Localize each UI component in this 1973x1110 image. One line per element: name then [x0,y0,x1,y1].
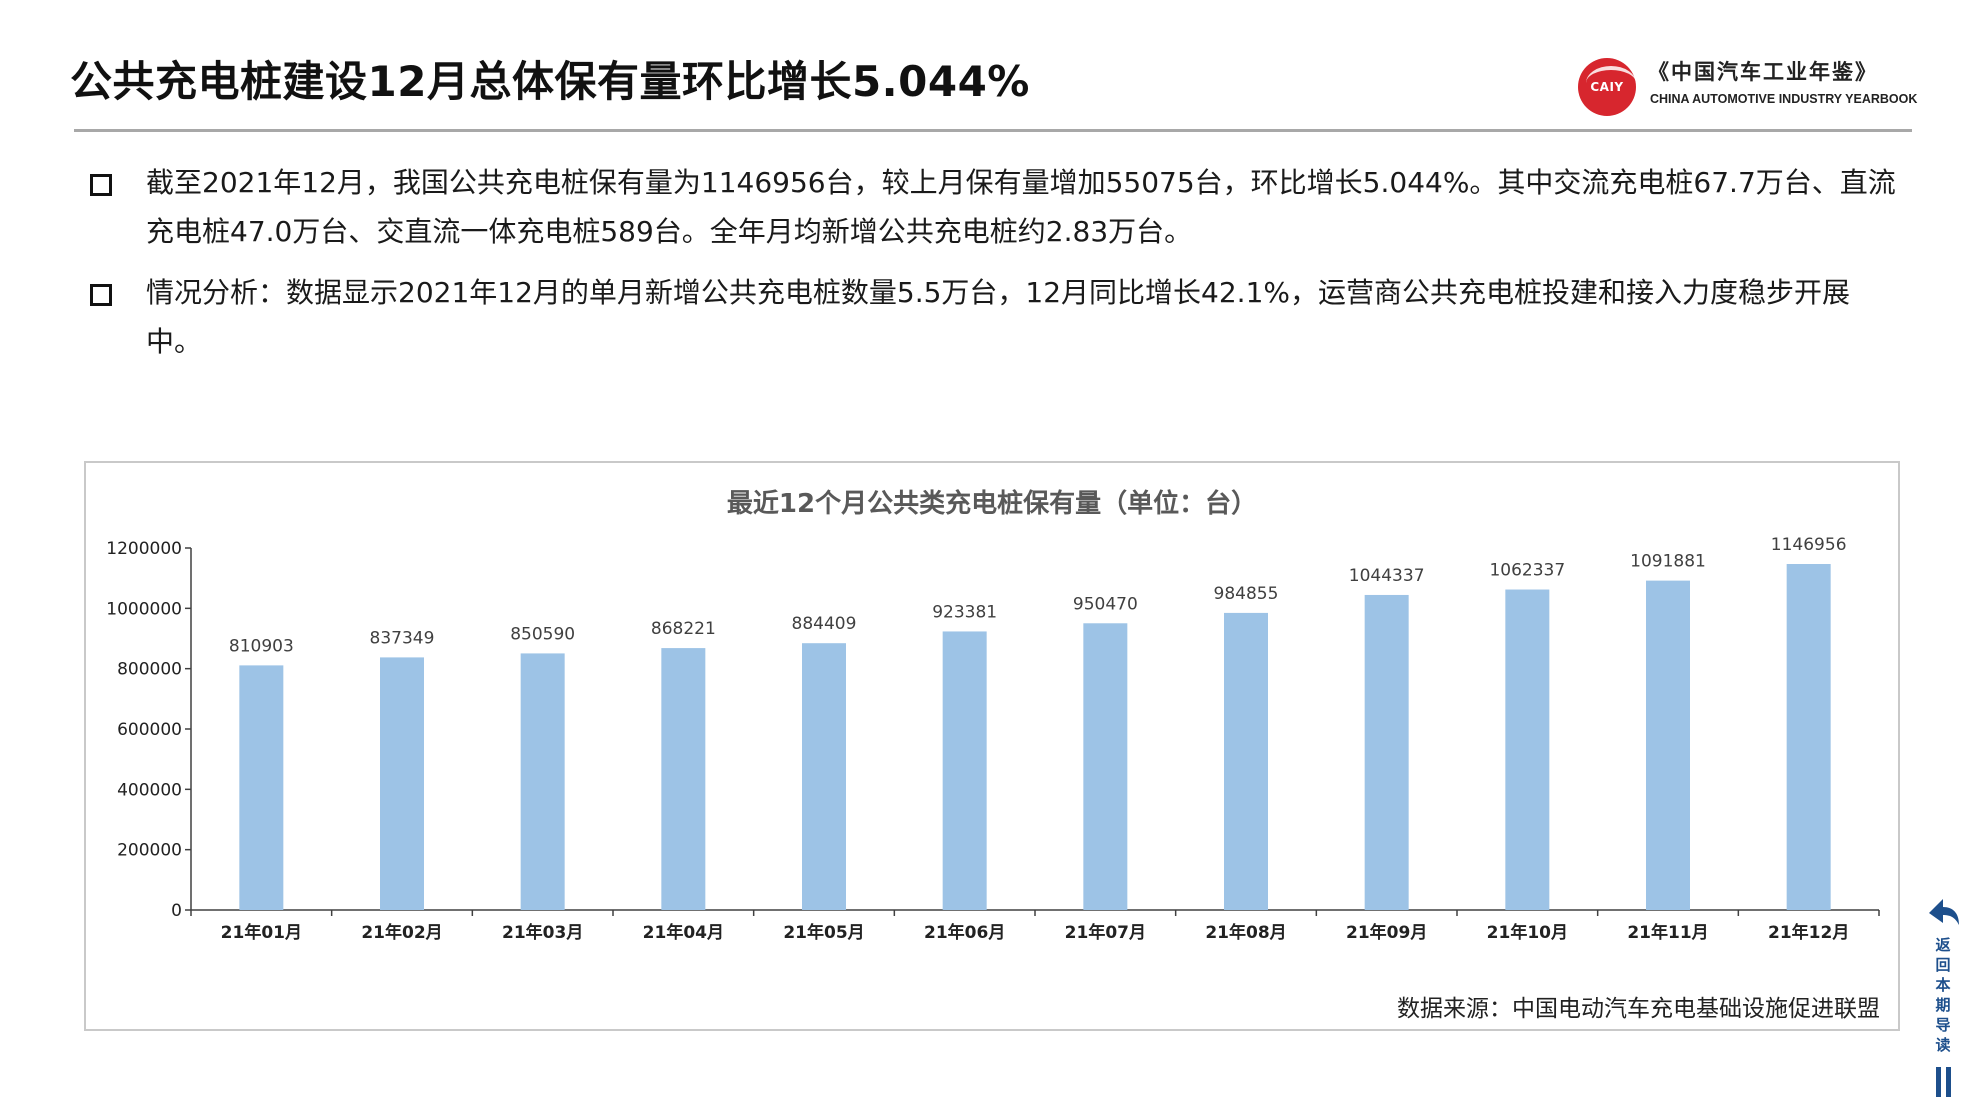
data-label: 868221 [651,619,716,639]
data-label: 810903 [229,636,294,656]
x-tick-label: 21年01月 [221,922,302,943]
header-divider [74,129,1912,132]
bar [1505,589,1550,910]
data-label: 984855 [1214,584,1279,604]
data-label: 1091881 [1630,552,1706,572]
data-source-note: 数据来源：中国电动汽车充电基础设施促进联盟 [1397,996,1880,1022]
bar [1364,594,1409,910]
bar [380,657,424,910]
bar [520,653,565,910]
square-bullet-icon [90,284,112,306]
y-tick-label: 200000 [117,841,182,861]
y-tick-label: 600000 [117,720,182,740]
back-label: 返回本期导读 [1935,936,1951,1054]
square-bullet-icon [90,174,112,196]
caiy-emblem-icon: CAIY [1578,58,1636,116]
y-tick-label: 0 [171,901,182,921]
chart-panel: 最近12个月公共类充电桩保有量（单位：台） 0 200000 400000 60000… [84,461,1900,1031]
page-title: 公共充电桩建设12月总体保有量环比增长5.044% [70,57,1030,106]
bar [661,648,706,910]
bar [1083,623,1128,910]
data-label: 837349 [370,628,435,648]
x-tick-label: 21年05月 [783,922,864,943]
data-label: 950470 [1073,594,1138,614]
bar [1786,564,1831,910]
caiy-logo: CAIY 《中国汽车工业年鉴》 CHINA AUTOMOTIVE INDUSTR… [1578,54,1917,118]
x-tick-label: 21年07月 [1065,922,1146,943]
bar [239,665,284,910]
x-tick-label: 21年04月 [643,922,724,943]
bullet-item: 情况分析：数据显示2021年12月的单月新增公共充电桩数量5.5万台，12月同比… [80,268,1900,366]
y-tick-label: 1200000 [106,539,182,559]
y-tick-label: 1000000 [106,599,182,619]
back-to-contents-button[interactable]: 返回本期导读 [1921,895,1965,1100]
x-tick-label: 21年11月 [1627,922,1708,943]
menu-bars-icon [1936,1067,1952,1097]
data-label: 850590 [510,624,575,644]
y-tick-label: 400000 [117,780,182,800]
bullet-item: 截至2021年12月，我国公共充电桩保有量为1146956台，较上月保有量增加5… [80,158,1900,256]
data-label: 1146956 [1771,535,1847,555]
x-tick-label: 21年03月 [502,922,583,943]
logo-cn-title: 《中国汽车工业年鉴》 [1648,60,1878,84]
data-label: 1062337 [1489,561,1565,581]
back-arrow-icon [1929,899,1959,925]
bar [1646,580,1690,910]
bar [942,631,987,910]
data-label: 923381 [932,602,997,622]
x-tick-label: 21年09月 [1346,922,1427,943]
data-label: 884409 [792,614,857,634]
bullet-text: 截至2021年12月，我国公共充电桩保有量为1146956台，较上月保有量增加5… [146,166,1896,248]
logo-en-title: CHINA AUTOMOTIVE INDUSTRY YEARBOOK [1650,92,1918,106]
x-tick-label: 21年02月 [361,922,442,943]
x-tick-label: 21年12月 [1768,922,1849,943]
data-label: 1044337 [1349,566,1425,586]
x-tick-label: 21年08月 [1205,922,1286,943]
bar [1224,612,1268,910]
x-tick-label: 21年06月 [924,922,1005,943]
chart-title: 最近12个月公共类充电桩保有量（单位：台） [726,489,1258,519]
bar [802,643,846,910]
bullet-list: 截至2021年12月，我国公共充电桩保有量为1146956台，较上月保有量增加5… [80,158,1900,378]
bullet-text: 情况分析：数据显示2021年12月的单月新增公共充电桩数量5.5万台，12月同比… [146,276,1851,358]
x-tick-label: 21年10月 [1487,922,1568,943]
bar-chart: 0 200000 400000 600000 800000 1000000 1200000 8… [106,535,1880,943]
y-tick-label: 800000 [117,660,182,680]
